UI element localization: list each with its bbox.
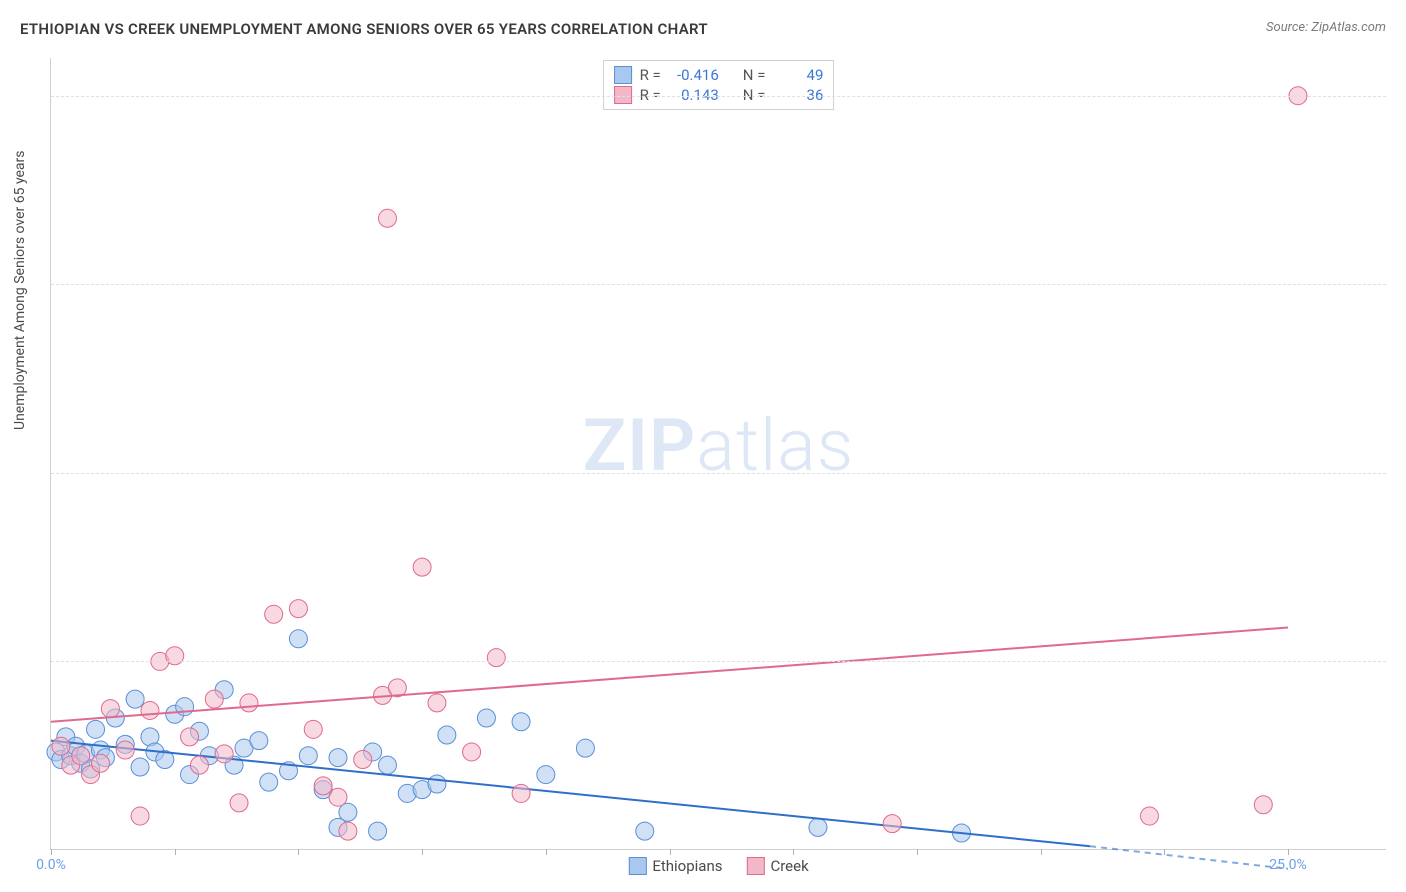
data-point [487,649,505,667]
swatch-ethiopians [628,857,646,875]
data-point [304,720,322,738]
data-point [329,788,347,806]
data-point [512,713,530,731]
x-tick-label-end: 25.0% [1269,857,1307,873]
gridline [51,284,1386,285]
data-point [378,209,396,227]
data-point [369,822,387,840]
data-point [512,784,530,802]
x-tick [546,849,547,855]
data-point [537,766,555,784]
x-tick [298,849,299,855]
x-tick [1288,849,1289,855]
correlation-legend: R = -0.416 N = 49 R = 0.143 N = 36 [603,60,835,110]
data-point [413,558,431,576]
data-point [299,747,317,765]
r-label: R = [640,66,661,84]
x-tick [917,849,918,855]
data-point [314,777,332,795]
legend-row-ethiopians: R = -0.416 N = 49 [614,65,824,85]
data-point [126,690,144,708]
trend-line [51,627,1288,721]
x-tick-label-start: 0.0% [36,857,66,873]
data-point [378,756,396,774]
data-point [1140,807,1158,825]
legend-item-ethiopians: Ethiopians [628,857,722,875]
data-point [463,743,481,761]
n-value-ethiopians: 49 [773,66,823,84]
x-tick [793,849,794,855]
data-point [230,794,248,812]
data-point [205,690,223,708]
source-label: Source: ZipAtlas.com [1266,20,1386,35]
data-point [428,775,446,793]
x-tick [1041,849,1042,855]
legend-label-ethiopians: Ethiopians [652,857,722,875]
data-point [181,728,199,746]
chart-title: ETHIOPIAN VS CREEK UNEMPLOYMENT AMONG SE… [20,20,708,38]
x-tick [422,849,423,855]
data-point [1254,796,1272,814]
trend-line-extrapolated [1090,846,1288,869]
n-label: N = [743,66,766,84]
swatch-ethiopians [614,66,632,84]
data-point [477,709,495,727]
data-point [354,750,372,768]
r-value-ethiopians: -0.416 [669,66,719,84]
data-point [260,773,278,791]
gridline [51,473,1386,474]
data-point [72,747,90,765]
data-point [428,694,446,712]
trend-line [51,741,1090,847]
data-point [131,807,149,825]
data-point [87,720,105,738]
chart-plot-area: ZIPatlas R = -0.416 N = 49 R = 0.143 N =… [50,58,1386,850]
data-point [116,741,134,759]
data-point [141,701,159,719]
data-point [91,754,109,772]
y-axis-label: Unemployment Among Seniors over 65 years [12,151,28,431]
data-point [215,745,233,763]
scatter-svg [51,58,1386,849]
data-point [101,700,119,718]
legend-label-creek: Creek [770,857,808,875]
data-point [240,694,258,712]
x-tick [51,849,52,855]
data-point [883,815,901,833]
data-point [636,822,654,840]
x-tick [670,849,671,855]
x-tick [175,849,176,855]
data-point [52,737,70,755]
data-point [339,822,357,840]
data-point [289,630,307,648]
data-point [438,726,456,744]
data-point [809,818,827,836]
gridline [51,661,1386,662]
data-point [131,758,149,776]
legend-item-creek: Creek [746,857,808,875]
data-point [329,749,347,767]
swatch-creek [746,857,764,875]
data-point [190,756,208,774]
data-point [265,605,283,623]
series-legend: Ethiopians Creek [628,857,808,875]
gridline [51,96,1386,97]
data-point [250,732,268,750]
data-point [576,739,594,757]
data-point [289,600,307,618]
x-tick [1164,849,1165,855]
